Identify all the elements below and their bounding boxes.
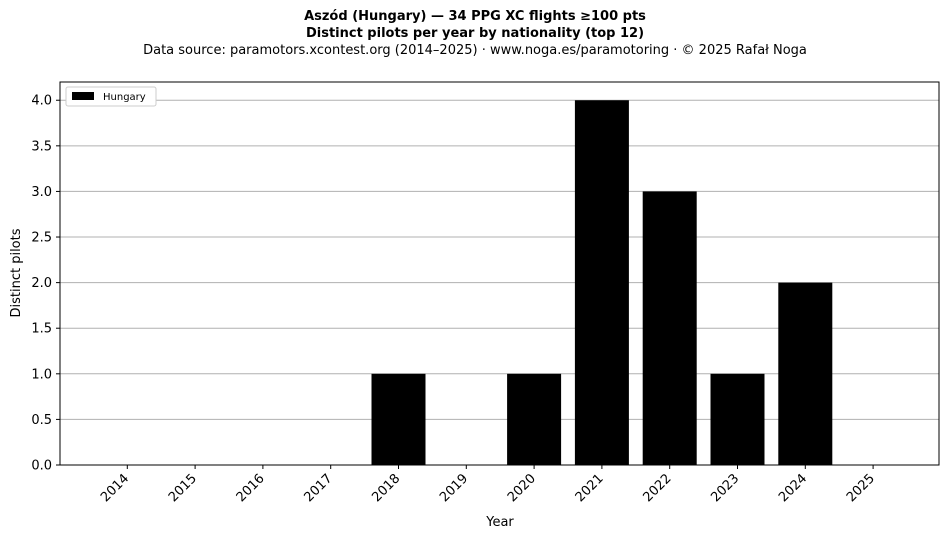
bars bbox=[371, 100, 833, 465]
x-tick-label: 2020 bbox=[505, 471, 539, 505]
x-tick-label: 2022 bbox=[641, 471, 675, 505]
x-tick-label: 2017 bbox=[302, 471, 336, 505]
y-tick-label: 1.0 bbox=[31, 367, 52, 382]
legend: Hungary bbox=[65, 86, 157, 107]
chart-title: Aszód (Hungary) — 34 PPG XC flights ≥100… bbox=[304, 9, 646, 24]
bar-2021 bbox=[574, 100, 629, 465]
y-tick-label: 2.5 bbox=[31, 231, 52, 246]
chart-subtitle-bold: Distinct pilots per year by nationality … bbox=[305, 26, 645, 41]
bar-2023 bbox=[710, 373, 765, 465]
x-tick-label: 2025 bbox=[844, 471, 878, 505]
x-tick-label: 2021 bbox=[573, 471, 607, 505]
bar-2022 bbox=[642, 191, 697, 465]
y-tick-label: 1.5 bbox=[31, 322, 52, 337]
y-tick-label: 0.0 bbox=[31, 459, 52, 474]
legend-label: Hungary bbox=[103, 92, 146, 103]
y-tick-label: 4.0 bbox=[31, 94, 52, 109]
y-tick-label: 0.5 bbox=[31, 413, 52, 428]
x-tick-label: 2023 bbox=[708, 471, 742, 505]
x-tick-label: 2014 bbox=[98, 471, 132, 505]
x-axis-label: Year bbox=[485, 515, 514, 530]
chart-title-block: Aszód (Hungary) — 34 PPG XC flights ≥100… bbox=[0, 8, 950, 59]
chart-data-source: Data source: paramotors.xcontest.org (20… bbox=[143, 43, 807, 58]
x-tick-label: 2016 bbox=[234, 471, 268, 505]
legend-box bbox=[65, 86, 157, 107]
y-tick-label: 2.0 bbox=[31, 276, 52, 291]
x-tick-label: 2018 bbox=[369, 471, 403, 505]
y-tick-label: 3.5 bbox=[31, 139, 52, 154]
y-tick-label: 3.0 bbox=[31, 185, 52, 200]
bar-2024 bbox=[778, 282, 833, 465]
legend-swatch bbox=[72, 92, 94, 100]
bar-2018 bbox=[371, 373, 426, 465]
bar-2020 bbox=[507, 373, 562, 465]
x-tick-label: 2024 bbox=[776, 471, 810, 505]
y-axis: 0.0 0.5 1.0 1.5 2.0 2.5 3.0 3.5 4.0 bbox=[31, 94, 60, 474]
plot-frame bbox=[59, 81, 940, 466]
x-tick-label: 2019 bbox=[437, 471, 471, 505]
x-tick-label: 2015 bbox=[166, 471, 200, 505]
x-axis: 2014 2015 2016 2017 2018 2019 2020 2021 2022 2023… bbox=[98, 465, 878, 505]
y-axis-label: Distinct pilots bbox=[9, 228, 24, 317]
